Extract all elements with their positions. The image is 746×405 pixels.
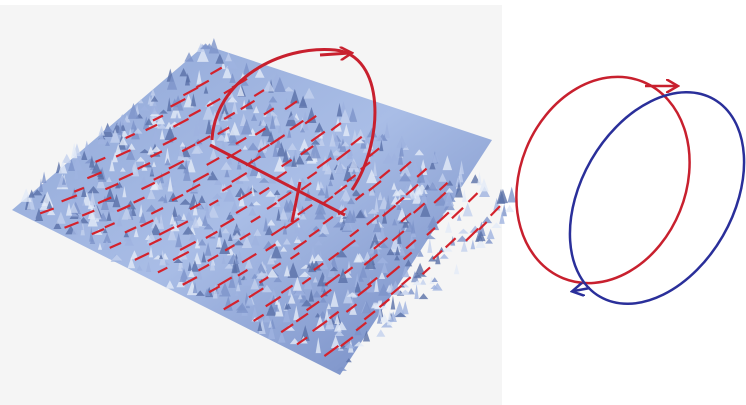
red-orbit: [486, 51, 719, 310]
loop-arrow: [320, 53, 350, 55]
surface-spike: [507, 187, 515, 203]
illustration: [0, 0, 746, 405]
page: (() => { const NS = 'http://www.w3.org/2…: [0, 0, 746, 405]
blue-orbit-arrow: [574, 288, 590, 291]
blue-orbit: [534, 61, 746, 334]
surface-spike: [505, 205, 514, 212]
